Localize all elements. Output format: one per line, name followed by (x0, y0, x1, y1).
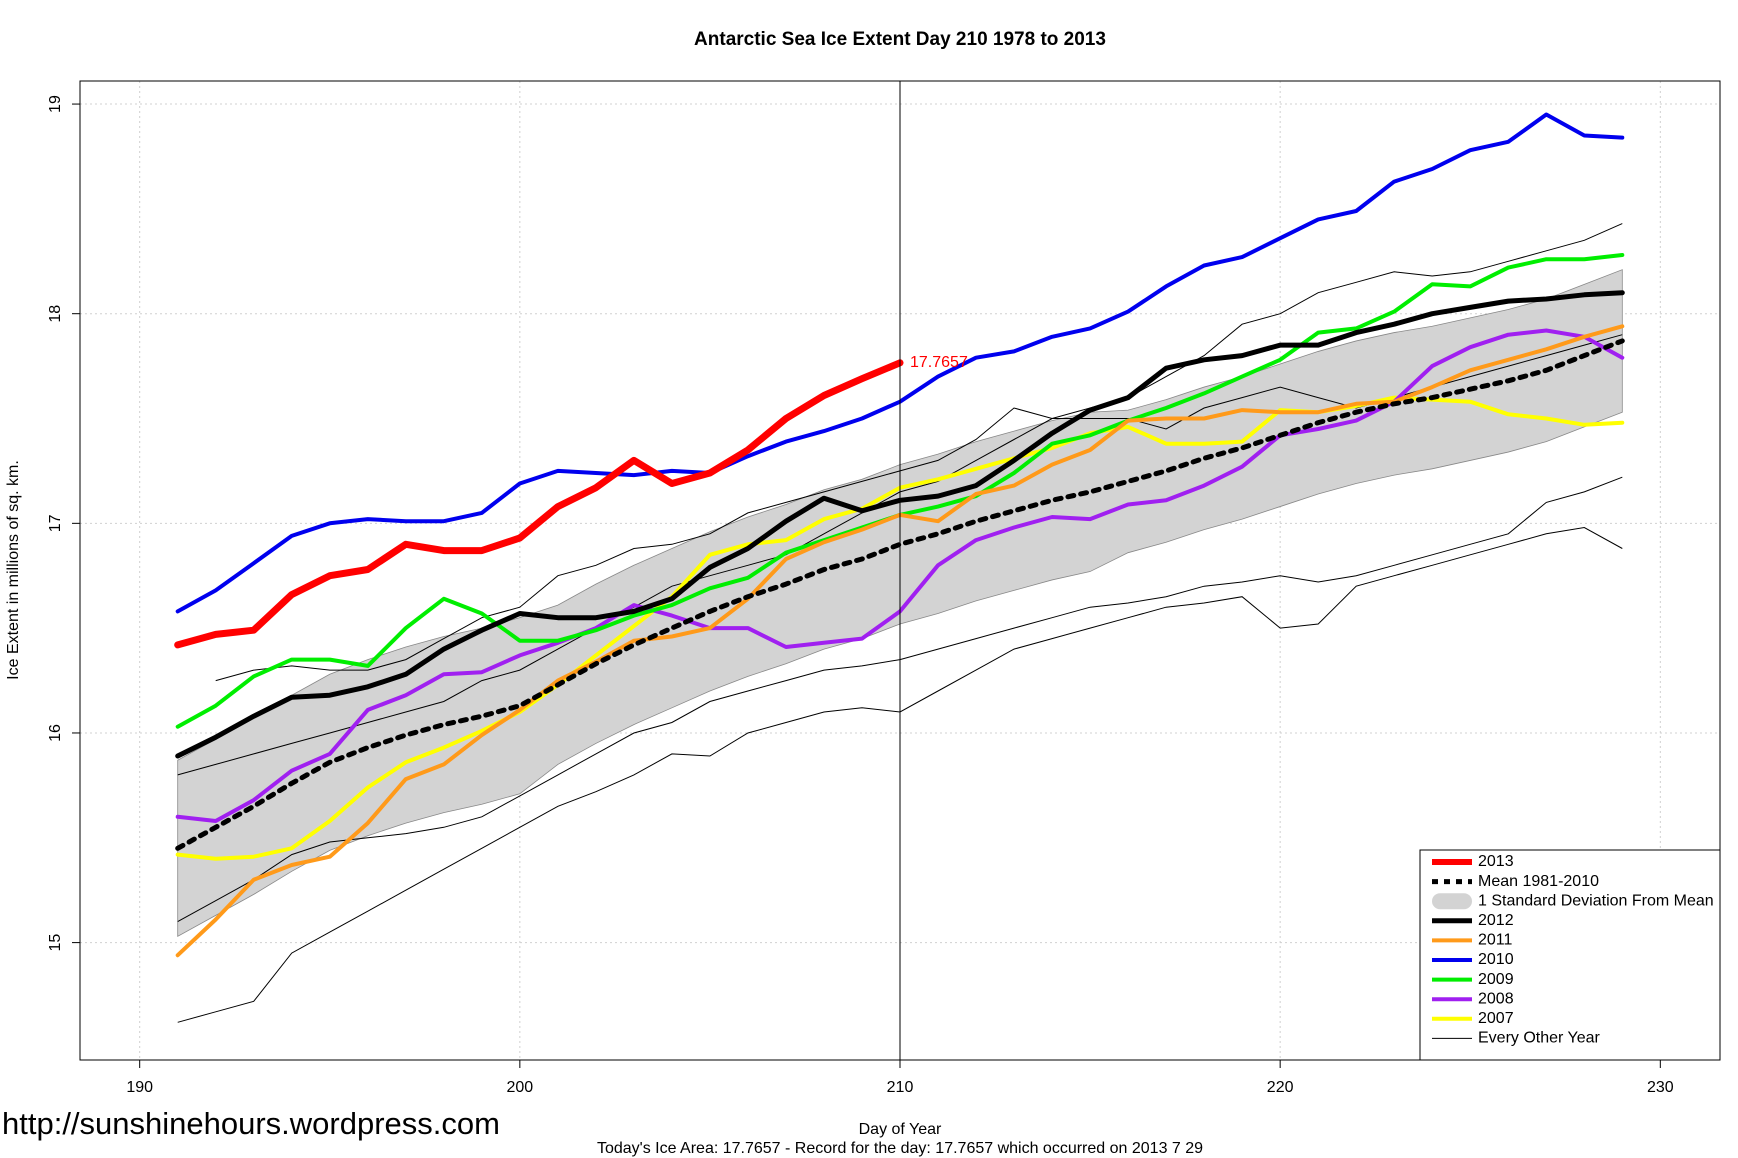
thin-line (215, 223, 1623, 682)
legend-label: 2012 (1478, 912, 1514, 929)
legend-label: 2009 (1478, 971, 1514, 988)
y-tick-label: 19 (47, 95, 64, 113)
legend-swatch (1432, 893, 1472, 910)
y-tick-label: 18 (47, 305, 64, 323)
value-label: 17.7657 (910, 354, 968, 371)
legend-label: 2007 (1478, 1010, 1514, 1027)
legend-label: Mean 1981-2010 (1478, 873, 1599, 890)
x-tick-label: 200 (506, 1079, 533, 1096)
x-axis-label: Day of Year (859, 1121, 942, 1138)
x-tick-label: 210 (887, 1079, 914, 1096)
watermark: http://sunshinehours.wordpress.com (2, 1106, 500, 1141)
x-tick-label: 190 (126, 1079, 153, 1096)
y-axis-label: Ice Extent in millions of sq. km. (5, 460, 22, 680)
footer: Today's Ice Area: 17.7657 - Record for t… (597, 1140, 1203, 1157)
x-tick-label: 230 (1647, 1079, 1674, 1096)
y-tick-label: 15 (47, 934, 64, 952)
legend-box (1419, 849, 1721, 1061)
x-tick-label: 220 (1267, 1079, 1294, 1096)
legend-label: 2008 (1478, 990, 1514, 1007)
legend-label: 2011 (1478, 932, 1513, 949)
y-tick-label: 17 (47, 514, 64, 532)
y-tick-label: 16 (47, 724, 64, 742)
plot-frame (79, 80, 1721, 1061)
legend-label: 2010 (1478, 951, 1514, 968)
legend-label: Every Other Year (1478, 1030, 1601, 1047)
chart-title: Antarctic Sea Ice Extent Day 210 1978 to… (694, 29, 1106, 50)
legend-label: 1 Standard Deviation From Mean (1478, 892, 1714, 909)
legend-label: 2013 (1478, 853, 1514, 870)
series-line (174, 359, 904, 649)
